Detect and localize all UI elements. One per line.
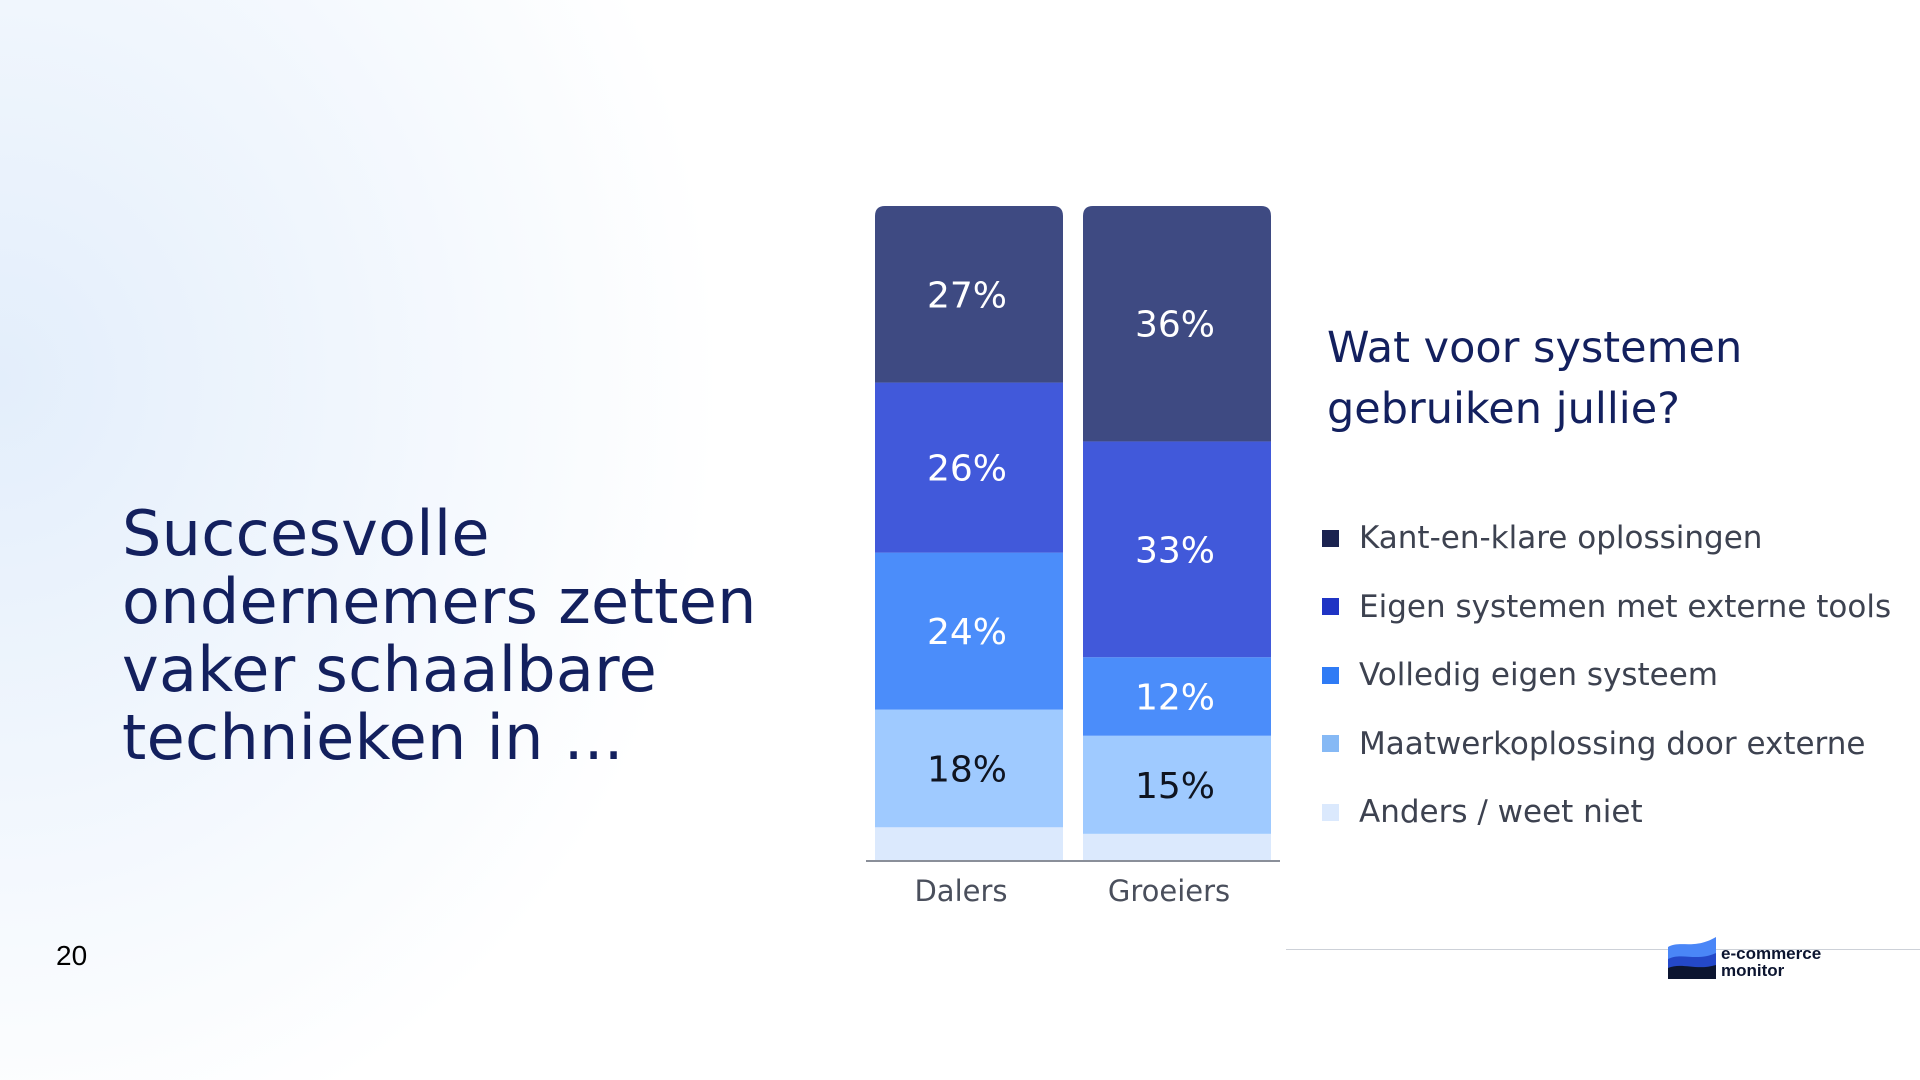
bar-segment: [875, 709, 1063, 828]
category-label: Dalers: [914, 874, 1007, 908]
chart-title-line: Wat voor systemen: [1327, 323, 1743, 373]
legend-item: Maatwerkoplossing door externe: [1322, 724, 1865, 764]
bar-stack-groeiers: [1083, 206, 1271, 860]
chart-title: Wat voor systemen gebruiken jullie?: [1327, 318, 1887, 440]
legend-label: Volledig eigen systeem: [1359, 657, 1718, 693]
legend-item: Eigen systemen met externe tools: [1322, 587, 1891, 627]
bar-segment: [1083, 833, 1271, 860]
headline-line: ondernemers zetten: [122, 565, 757, 638]
bar-segment: [875, 552, 1063, 710]
data-label: 36%: [1135, 305, 1215, 346]
logo-text-line: monitor: [1721, 961, 1785, 980]
legend-item: Anders / weet niet: [1322, 792, 1643, 832]
legend-label: Eigen systemen met externe tools: [1359, 588, 1892, 625]
logo-text: e-commerce monitor: [1721, 945, 1821, 979]
legend-item: Volledig eigen systeem: [1322, 655, 1718, 695]
data-label: 33%: [1135, 530, 1215, 571]
bar-segment: [1083, 441, 1271, 658]
bar-segment: [1083, 206, 1271, 442]
bar-segment: [875, 382, 1063, 553]
bar-segment: [1083, 657, 1271, 736]
page-number: 20: [56, 940, 88, 971]
headline-line: technieken in ...: [122, 701, 624, 774]
data-label: 15%: [1135, 766, 1215, 807]
data-label: 18%: [927, 749, 1007, 790]
legend-swatch: [1322, 803, 1339, 821]
legend-swatch: [1322, 735, 1339, 752]
legend-item: Kant-en-klare oplossingen: [1322, 518, 1762, 558]
headline-line: Succesvolle: [122, 497, 490, 570]
bar-segment: [875, 206, 1063, 383]
legend-label: Anders / weet niet: [1359, 794, 1643, 830]
chart-title-line: gebruiken jullie?: [1327, 384, 1680, 434]
data-label: 27%: [927, 275, 1007, 316]
data-label: 26%: [927, 449, 1007, 490]
logo-text-line: e-commerce: [1721, 944, 1822, 963]
slide-headline: Succesvolle ondernemers zetten vaker sch…: [122, 500, 802, 772]
data-label: 24%: [927, 612, 1007, 653]
legend-label: Kant-en-klare oplossingen: [1359, 520, 1763, 556]
bar-segment: [875, 827, 1063, 860]
footer-divider: [1286, 949, 1920, 950]
legend-swatch: [1322, 666, 1339, 684]
ecommerce-monitor-logo: [1668, 937, 1716, 979]
category-label: Groeiers: [1108, 874, 1230, 908]
legend-swatch: [1322, 529, 1339, 547]
data-label: 12%: [1135, 678, 1215, 719]
bar-segment: [1083, 735, 1271, 834]
headline-line: vaker schaalbare: [122, 633, 658, 706]
legend-swatch: [1322, 598, 1339, 615]
legend-label: Maatwerkoplossing door externe: [1359, 725, 1866, 762]
bar-stack-dalers: [875, 206, 1063, 860]
